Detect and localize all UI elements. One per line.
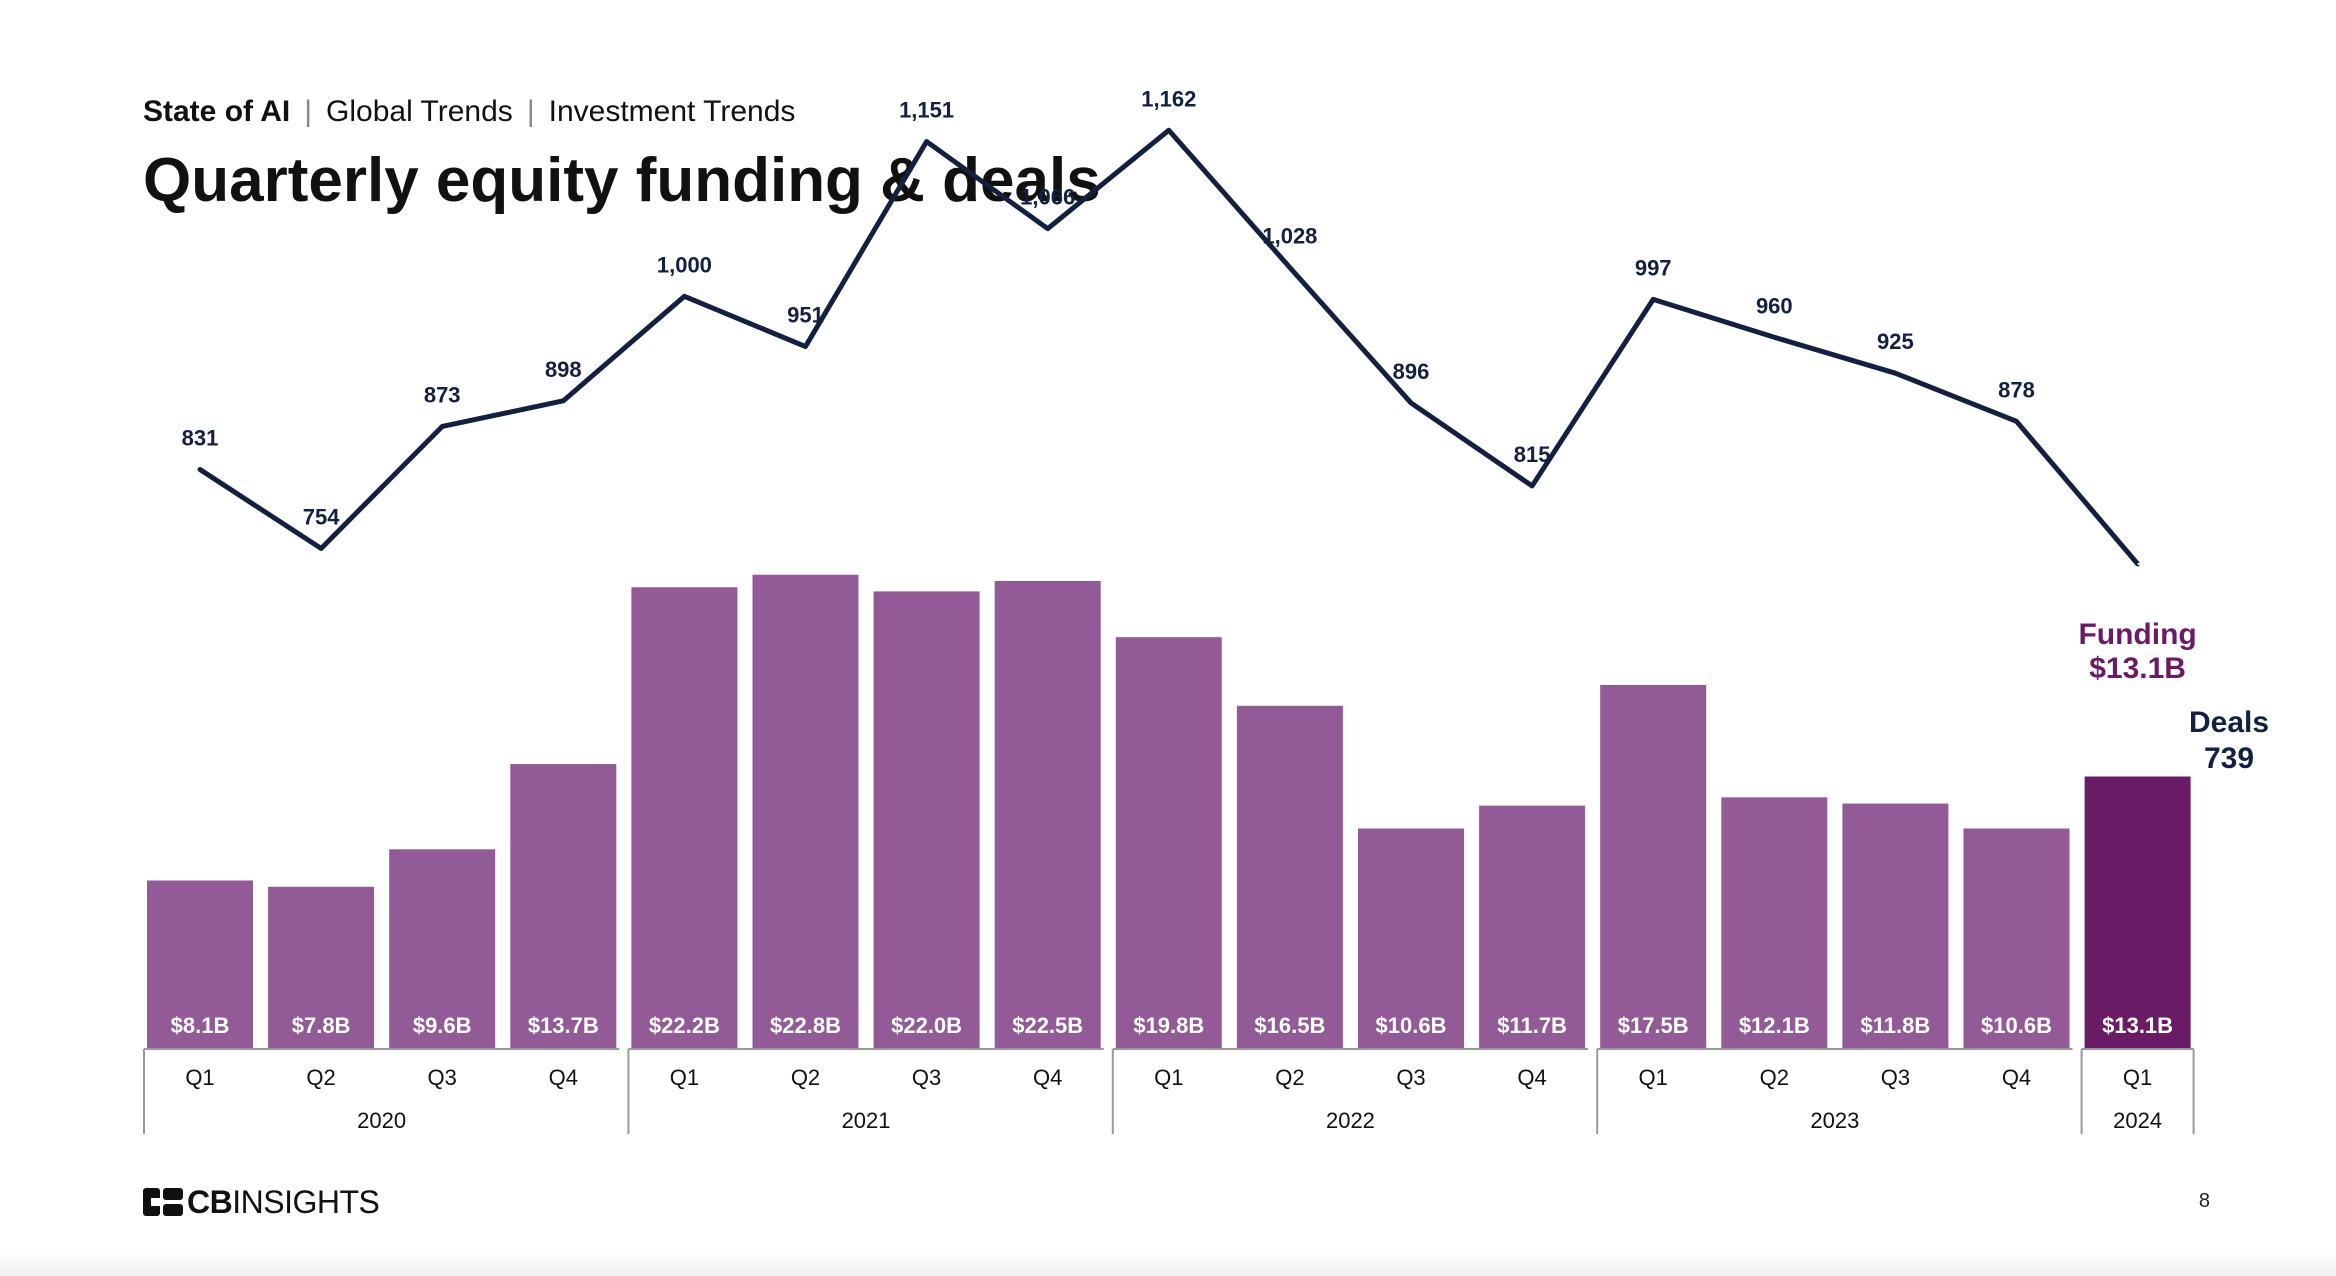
x-axis-quarter-label: Q1 [2123,1065,2152,1090]
x-axis-quarter-label: Q1 [1154,1065,1183,1090]
funding-bar-label: $10.6B [1981,1013,2052,1038]
funding-bar-label: $8.1B [171,1013,230,1038]
x-axis-quarter-label: Q2 [1275,1065,1304,1090]
x-axis-quarter-label: Q4 [1517,1065,1546,1090]
logo-brand-rest: INSIGHTS [232,1184,380,1220]
funding-bar-label: $19.8B [1133,1013,1204,1038]
funding-bar-label: $17.5B [1618,1013,1689,1038]
x-axis-year-label: 2020 [357,1108,406,1133]
funding-bar-label: $7.8B [292,1013,351,1038]
funding-bar-label: $13.1B [2102,1013,2173,1038]
funding-bar [147,880,253,1049]
funding-bar-label: $16.5B [1254,1013,1325,1038]
x-axis-year-label: 2021 [842,1108,891,1133]
funding-bar-label: $22.8B [770,1013,841,1038]
funding-callout-value: $13.1B [2089,652,2186,685]
funding-bar [752,574,859,1049]
x-axis-quarter-label: Q1 [670,1065,699,1090]
x-axis-quarter-label: Q3 [1396,1065,1425,1090]
x-axis-quarter-label: Q4 [549,1065,578,1090]
deals-point-label: 925 [1877,329,1914,354]
funding-bar [1115,637,1222,1049]
funding-callout-title: Funding [2078,618,2196,651]
funding-bar [1479,805,1586,1049]
deals-point-label: 878 [1998,377,2035,402]
funding-bar [1721,797,1828,1049]
deals-point-label: 1,000 [657,252,712,277]
cb-insights-logo: CBINSIGHTS [143,1184,380,1220]
deals-line [197,127,2141,567]
funding-bar [510,764,617,1049]
logo-brand-bold: CB [187,1184,233,1220]
funding-bar-label: $13.7B [528,1013,599,1038]
deals-point-label: 873 [424,382,461,407]
deals-point-label: 831 [182,426,219,451]
funding-bar [1842,803,1949,1049]
deals-point-label: 896 [1393,359,1430,384]
breadcrumb-subsection: Investment Trends [548,95,796,128]
breadcrumb-section: Global Trends [326,95,513,128]
funding-bar-label: $11.8B [1861,1013,1931,1038]
x-axis-quarter-label: Q1 [1639,1065,1668,1090]
funding-bar-label: $10.6B [1376,1013,1447,1038]
cb-logo-icon [143,1188,183,1216]
funding-bar-label: $22.0B [891,1013,962,1038]
deals-callout-value: 739 [2204,742,2254,775]
x-axis-quarter-label: Q2 [306,1065,335,1090]
funding-bar [1236,705,1343,1049]
page-title: Quarterly equity funding & deals [143,146,1101,215]
deals-point-label: 960 [1756,293,1793,318]
funding-bar [873,591,980,1049]
deals-point-label: 997 [1635,255,1672,280]
deals-point-label: 1,162 [1141,86,1196,111]
funding-bar [268,886,375,1049]
x-axis-year-label: 2023 [1810,1108,1859,1133]
deals-point-label: 815 [1514,442,1551,467]
deals-point-label: 1,028 [1262,224,1317,249]
x-axis-quarter-label: Q3 [912,1065,941,1090]
deals-point-label: 898 [545,357,582,382]
x-axis-quarter-label: Q2 [791,1065,820,1090]
breadcrumb-report: State of AI [143,95,291,128]
x-axis-quarter-label: Q2 [1760,1065,1789,1090]
funding-bar-label: $9.6B [413,1013,472,1038]
x-axis-quarter-label: Q4 [1033,1065,1062,1090]
deals-point-label: 951 [787,303,824,328]
funding-bar-label: $11.7B [1497,1013,1567,1038]
x-axis-quarter-label: Q4 [2002,1065,2031,1090]
x-axis-quarter-label: Q1 [185,1065,214,1090]
funding-bar [994,581,1101,1049]
deals-callout-title: Deals [2189,706,2269,739]
x-axis-quarter-label: Q3 [428,1065,457,1090]
bottom-shade [0,1250,2336,1276]
funding-bar [2084,776,2191,1049]
funding-bar [1963,828,2070,1049]
x-axis-quarter-label: Q3 [1881,1065,1910,1090]
funding-bar [389,849,496,1049]
funding-bar [1358,828,1464,1049]
breadcrumb: State of AI | Global Trends | Investment Tre… [143,94,795,130]
funding-bar [1600,685,1707,1049]
funding-bar-label: $22.2B [649,1013,720,1038]
deals-point-label: 1,151 [899,98,954,123]
page-number: 8 [2198,1190,2210,1212]
breadcrumb-separator: | [304,95,313,128]
funding-bar-label: $12.1B [1739,1013,1810,1038]
funding-bar-label: $22.5B [1012,1013,1083,1038]
funding-bar [631,587,738,1049]
x-axis-year-label: 2024 [2113,1108,2162,1133]
deals-point-label: 1,066 [1020,185,1075,210]
breadcrumb-separator: | [526,95,535,128]
deals-point-label: 754 [303,504,340,529]
x-axis-year-label: 2022 [1326,1108,1375,1133]
